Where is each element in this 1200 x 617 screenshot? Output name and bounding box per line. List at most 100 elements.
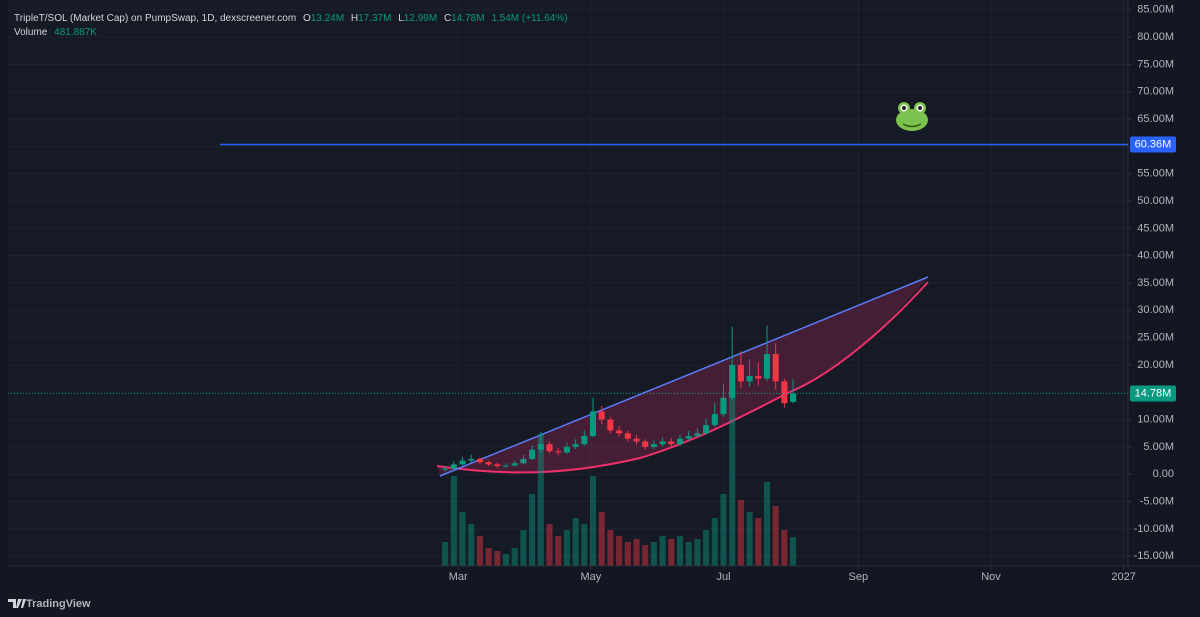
- volume-bar: [650, 542, 657, 566]
- volume-bar: [520, 530, 527, 566]
- legend-label: C: [444, 13, 451, 24]
- y-tick-label: -10.00M: [1134, 523, 1174, 535]
- volume-bar: [737, 500, 744, 566]
- price-tag: [1130, 136, 1176, 153]
- candle-body: [755, 375, 762, 379]
- volume-bar: [563, 530, 570, 566]
- volume-bar: [772, 506, 779, 566]
- candle-body: [520, 458, 527, 464]
- y-tick-label: 75.00M: [1137, 58, 1174, 70]
- x-tick-label: Jul: [716, 571, 730, 583]
- volume-bar: [589, 476, 597, 566]
- curve-fill: [437, 277, 928, 476]
- candle-body: [763, 354, 771, 379]
- volume-bar: [711, 518, 718, 566]
- y-tick-label: 0.00: [1153, 468, 1174, 480]
- volume-bar: [729, 386, 736, 566]
- y-tick-label: 45.00M: [1137, 222, 1174, 234]
- brand-name: TradingView: [26, 598, 91, 610]
- volume-bar: [537, 434, 544, 566]
- legend-label: Volume: [14, 27, 48, 38]
- grid: [8, 0, 1128, 566]
- volume-bar: [659, 536, 666, 566]
- volume-bar: [442, 542, 449, 566]
- candle-body: [598, 411, 605, 420]
- y-tick-label: 5.00M: [1143, 441, 1174, 453]
- price-tag-label: 14.78M: [1135, 387, 1172, 399]
- volume-bar: [502, 554, 510, 566]
- volume-bar: [511, 548, 518, 566]
- candle-body: [772, 354, 779, 382]
- candle-body: [494, 464, 501, 467]
- candle-body: [450, 464, 457, 469]
- volume-legend: Volume 481.887K: [14, 27, 97, 38]
- volume-bar: [607, 530, 614, 566]
- candle-body: [720, 397, 727, 415]
- candle-body: [676, 438, 684, 445]
- legend-label: O: [303, 13, 311, 24]
- frog-icon: [896, 102, 928, 131]
- y-tick-label: 25.00M: [1137, 332, 1174, 344]
- legend-value: 12.99M: [404, 13, 437, 24]
- y-tick-label: 65.00M: [1137, 113, 1174, 125]
- trend-line: [439, 276, 929, 477]
- volume-bar: [790, 537, 797, 566]
- y-tick-label: 70.00M: [1137, 86, 1174, 98]
- legend-value: 17.37M: [358, 13, 391, 24]
- y-tick-label: 50.00M: [1137, 195, 1174, 207]
- volume-bar: [581, 524, 588, 566]
- x-tick-label: 2027: [1111, 571, 1135, 583]
- volume-bar: [633, 539, 640, 566]
- y-tick-label: 10.00M: [1137, 413, 1174, 425]
- candle-body: [485, 462, 492, 465]
- candle-body: [703, 425, 710, 434]
- legend-label: H: [351, 13, 358, 24]
- price-tag-label: 60.36M: [1135, 138, 1172, 150]
- y-tick-label: 20.00M: [1137, 359, 1174, 371]
- candle-body: [685, 435, 692, 439]
- y-tick-label: 85.00M: [1137, 4, 1174, 16]
- candle-body: [468, 458, 475, 461]
- candle-body: [790, 393, 797, 402]
- candle-body: [746, 375, 753, 382]
- candle-body: [563, 446, 570, 453]
- y-tick-label: 55.00M: [1137, 168, 1174, 180]
- legend-title: TripleT/SOL (Market Cap) on PumpSwap, 1D…: [14, 13, 296, 24]
- volume-bar: [720, 494, 727, 566]
- candle-body: [555, 451, 562, 453]
- volume-bar: [703, 530, 710, 566]
- legend-value: 14.78M: [451, 13, 484, 24]
- candle-body: [581, 435, 588, 445]
- volume-bar: [546, 524, 553, 566]
- volume-bar: [459, 512, 466, 566]
- legend-label: L: [398, 13, 404, 24]
- candle-body: [711, 414, 718, 426]
- candle-body: [737, 364, 744, 382]
- candle-body: [729, 364, 736, 398]
- candle-body: [529, 449, 536, 459]
- volume-bar: [668, 539, 675, 566]
- legend-change: 1.54M (+11.64%): [491, 13, 567, 24]
- volume-bar: [468, 524, 475, 566]
- volume-bar: [781, 530, 788, 566]
- volume-bar: [476, 536, 483, 566]
- volume-bar: [485, 548, 492, 566]
- marks: [442, 325, 797, 566]
- candle-body: [546, 444, 553, 452]
- candle-body: [694, 433, 701, 436]
- candle-body: [502, 465, 510, 467]
- volume-bar: [642, 545, 649, 566]
- y-tick-label: -15.00M: [1134, 550, 1174, 562]
- x-tick-label: Nov: [981, 571, 1001, 583]
- candle-body: [511, 463, 518, 466]
- price-tag: [1130, 385, 1176, 402]
- candle-body: [633, 438, 640, 442]
- legend-value: 481.887K: [54, 27, 97, 38]
- x-tick-label: Sep: [849, 571, 869, 583]
- volume-bar: [450, 476, 457, 566]
- volume-bar: [494, 551, 501, 566]
- x-tick-label: May: [580, 571, 601, 583]
- y-tick-label: -5.00M: [1140, 495, 1174, 507]
- y-tick-label: 35.00M: [1137, 277, 1174, 289]
- candle-body: [668, 441, 675, 445]
